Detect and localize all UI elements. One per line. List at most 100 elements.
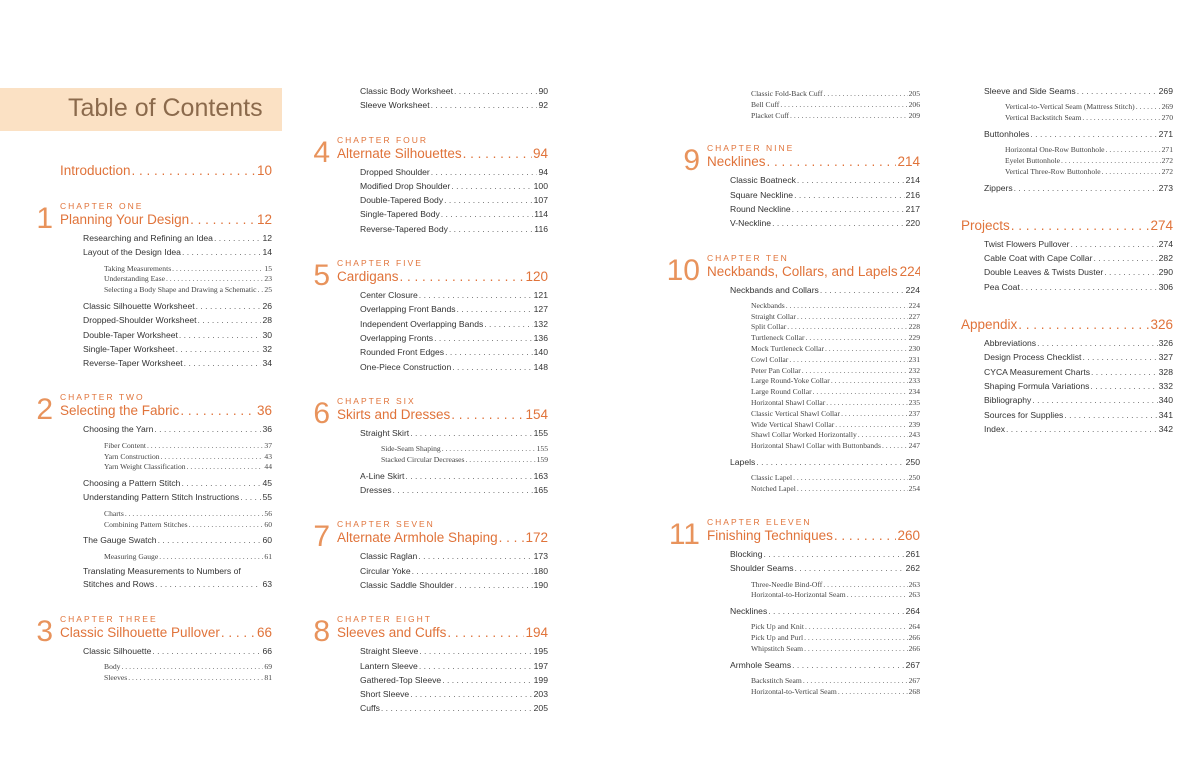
toc-entry[interactable]: Straight Skirt 155	[337, 426, 548, 440]
toc-subentry[interactable]: Placket Cuff 209	[707, 111, 920, 122]
toc-entry[interactable]: Choosing a Pattern Stitch 45	[60, 476, 272, 490]
toc-entry[interactable]: Double-Taper Worksheet 30	[60, 328, 272, 342]
toc-entry[interactable]: Round Neckline 217	[707, 202, 920, 216]
toc-entry[interactable]: Straight Sleeve 195	[337, 644, 548, 658]
toc-subentry[interactable]: Yarn Construction 43	[60, 452, 272, 463]
toc-entry[interactable]: Stitches and Rows 63	[60, 577, 272, 591]
toc-subentry[interactable]: Measuring Gauge 61	[60, 552, 272, 563]
toc-subentry[interactable]: Selecting a Body Shape and Drawing a Sch…	[60, 285, 272, 296]
toc-entry[interactable]: Pea Coat 306	[961, 280, 1173, 294]
toc-subentry[interactable]: Backstitch Seam 267	[707, 676, 920, 687]
toc-entry[interactable]: Shoulder Seams 262	[707, 561, 920, 575]
toc-entry[interactable]: Dropped Shoulder 94	[337, 165, 548, 179]
chapter-title-link[interactable]: Necklines 214	[707, 153, 920, 170]
toc-subentry[interactable]: Taking Measurements 15	[60, 264, 272, 275]
toc-entry[interactable]: Cable Coat with Cape Collar 282	[961, 251, 1173, 265]
toc-entry[interactable]: One-Piece Construction 148	[337, 360, 548, 374]
toc-entry[interactable]: Understanding Pattern Stitch Instruction…	[60, 490, 272, 504]
toc-entry[interactable]: Blocking 261	[707, 547, 920, 561]
chapter-title-link[interactable]: Sleeves and Cuffs 194	[337, 624, 548, 641]
toc-subentry[interactable]: Charts 56	[60, 509, 272, 520]
toc-entry[interactable]: Reverse-Tapered Body 116	[337, 222, 548, 236]
toc-entry[interactable]: Researching and Refining an Idea 12	[60, 231, 272, 245]
toc-subentry[interactable]: Wide Vertical Shawl Collar 239	[707, 420, 920, 431]
toc-subentry[interactable]: Side-Seam Shaping 155	[337, 444, 548, 455]
toc-subentry[interactable]: Pick Up and Purl 266	[707, 633, 920, 644]
toc-entry[interactable]: Classic Silhouette Worksheet 26	[60, 299, 272, 313]
toc-entry[interactable]: Gathered-Top Sleeve 199	[337, 673, 548, 687]
chapter-title-link[interactable]: Skirts and Dresses 154	[337, 406, 548, 423]
toc-entry[interactable]: Short Sleeve 203	[337, 687, 548, 701]
chapter-title-link[interactable]: Planning Your Design 12	[60, 211, 272, 228]
toc-entry[interactable]: Choosing the Yarn 36	[60, 422, 272, 436]
toc-entry[interactable]: Sources for Supplies 341	[961, 408, 1173, 422]
toc-entry[interactable]: CYCA Measurement Charts 328	[961, 365, 1173, 379]
toc-entry[interactable]: Overlapping Fronts 136	[337, 331, 548, 345]
toc-entry[interactable]: Classic Boatneck 214	[707, 173, 920, 187]
toc-subentry[interactable]: Horizontal-to-Vertical Seam 268	[707, 687, 920, 698]
toc-entry[interactable]: Classic Raglan 173	[337, 549, 548, 563]
toc-subentry[interactable]: Classic Lapel 250	[707, 473, 920, 484]
toc-subentry[interactable]: Bell Cuff 206	[707, 100, 920, 111]
section-heading-link[interactable]: Appendix 326	[961, 316, 1173, 333]
toc-subentry[interactable]: Understanding Ease 23	[60, 274, 272, 285]
toc-subentry[interactable]: Horizontal-to-Horizontal Seam 263	[707, 590, 920, 601]
toc-subentry[interactable]: Whipstitch Seam 266	[707, 644, 920, 655]
toc-subentry[interactable]: Stacked Circular Decreases 159	[337, 455, 548, 466]
chapter-title-link[interactable]: Selecting the Fabric 36	[60, 402, 272, 419]
toc-entry[interactable]: Twist Flowers Pullover 274	[961, 237, 1173, 251]
chapter-title-link[interactable]: Alternate Armhole Shaping 172	[337, 529, 548, 546]
toc-entry[interactable]: Index 342	[961, 422, 1173, 436]
toc-subentry[interactable]: Straight Collar 227	[707, 312, 920, 323]
toc-entry[interactable]: Single-Taper Worksheet 32	[60, 342, 272, 356]
toc-entry[interactable]: Design Process Checklist 327	[961, 350, 1173, 364]
toc-entry[interactable]: Center Closure 121	[337, 288, 548, 302]
toc-subentry[interactable]: Horizontal Shawl Collar 235	[707, 398, 920, 409]
toc-entry[interactable]: Sleeve Worksheet 92	[337, 98, 548, 112]
toc-subentry[interactable]: Pick Up and Knit 264	[707, 622, 920, 633]
toc-entry[interactable]: Abbreviations 326	[961, 336, 1173, 350]
toc-subentry[interactable]: Sleeves 81	[60, 673, 272, 684]
toc-entry[interactable]: Sleeve and Side Seams 269	[961, 84, 1173, 98]
toc-subentry[interactable]: Split Collar 228	[707, 322, 920, 333]
toc-subentry[interactable]: Body 69	[60, 662, 272, 673]
chapter-title-link[interactable]: Neckbands, Collars, and Lapels 224	[707, 263, 920, 280]
toc-subentry[interactable]: Three-Needle Bind-Off 263	[707, 580, 920, 591]
toc-subentry[interactable]: Yarn Weight Classification 44	[60, 462, 272, 473]
toc-entry[interactable]: Neckbands and Collars 224	[707, 283, 920, 297]
toc-subentry[interactable]: Vertical Three-Row Buttonhole 272	[961, 167, 1173, 178]
toc-entry[interactable]: Independent Overlapping Bands 132	[337, 317, 548, 331]
chapter-title-link[interactable]: Classic Silhouette Pullover 66	[60, 624, 272, 641]
toc-subentry[interactable]: Turtleneck Collar 229	[707, 333, 920, 344]
toc-entry[interactable]: Cuffs 205	[337, 701, 548, 715]
toc-subentry[interactable]: Large Round Collar 234	[707, 387, 920, 398]
toc-entry[interactable]: Layout of the Design Idea 14	[60, 245, 272, 259]
toc-entry[interactable]: Buttonholes 271	[961, 127, 1173, 141]
toc-subentry[interactable]: Shawl Collar Worked Horizontally 243	[707, 430, 920, 441]
section-heading-link[interactable]: Introduction 10	[60, 162, 272, 179]
toc-subentry[interactable]: Fiber Content 37	[60, 441, 272, 452]
toc-entry[interactable]: Double Leaves & Twists Duster 290	[961, 265, 1173, 279]
toc-entry[interactable]: Dresses 165	[337, 483, 548, 497]
toc-entry[interactable]: Overlapping Front Bands 127	[337, 302, 548, 316]
toc-entry[interactable]: Dropped-Shoulder Worksheet 28	[60, 313, 272, 327]
toc-entry[interactable]: Classic Body Worksheet 90	[337, 84, 548, 98]
toc-subentry[interactable]: Vertical-to-Vertical Seam (Mattress Stit…	[961, 102, 1173, 113]
toc-subentry[interactable]: Classic Fold-Back Cuff 205	[707, 89, 920, 100]
toc-entry[interactable]: Rounded Front Edges 140	[337, 345, 548, 359]
toc-subentry[interactable]: Eyelet Buttonhole 272	[961, 156, 1173, 167]
toc-entry[interactable]: Necklines 264	[707, 604, 920, 618]
toc-subentry[interactable]: Notched Lapel 254	[707, 484, 920, 495]
chapter-title-link[interactable]: Finishing Techniques 260	[707, 527, 920, 544]
toc-entry[interactable]: Zippers 273	[961, 181, 1173, 195]
toc-subentry[interactable]: Cowl Collar 231	[707, 355, 920, 366]
chapter-title-link[interactable]: Cardigans 120	[337, 268, 548, 285]
toc-entry[interactable]: Single-Tapered Body 114	[337, 207, 548, 221]
toc-entry[interactable]: Lantern Sleeve 197	[337, 659, 548, 673]
toc-entry[interactable]: Bibliography 340	[961, 393, 1173, 407]
section-heading-link[interactable]: Projects 274	[961, 217, 1173, 234]
toc-subentry[interactable]: Neckbands 224	[707, 301, 920, 312]
toc-entry[interactable]: Double-Tapered Body 107	[337, 193, 548, 207]
toc-subentry[interactable]: Horizontal Shawl Collar with Buttonbands…	[707, 441, 920, 452]
toc-entry[interactable]: Lapels 250	[707, 455, 920, 469]
